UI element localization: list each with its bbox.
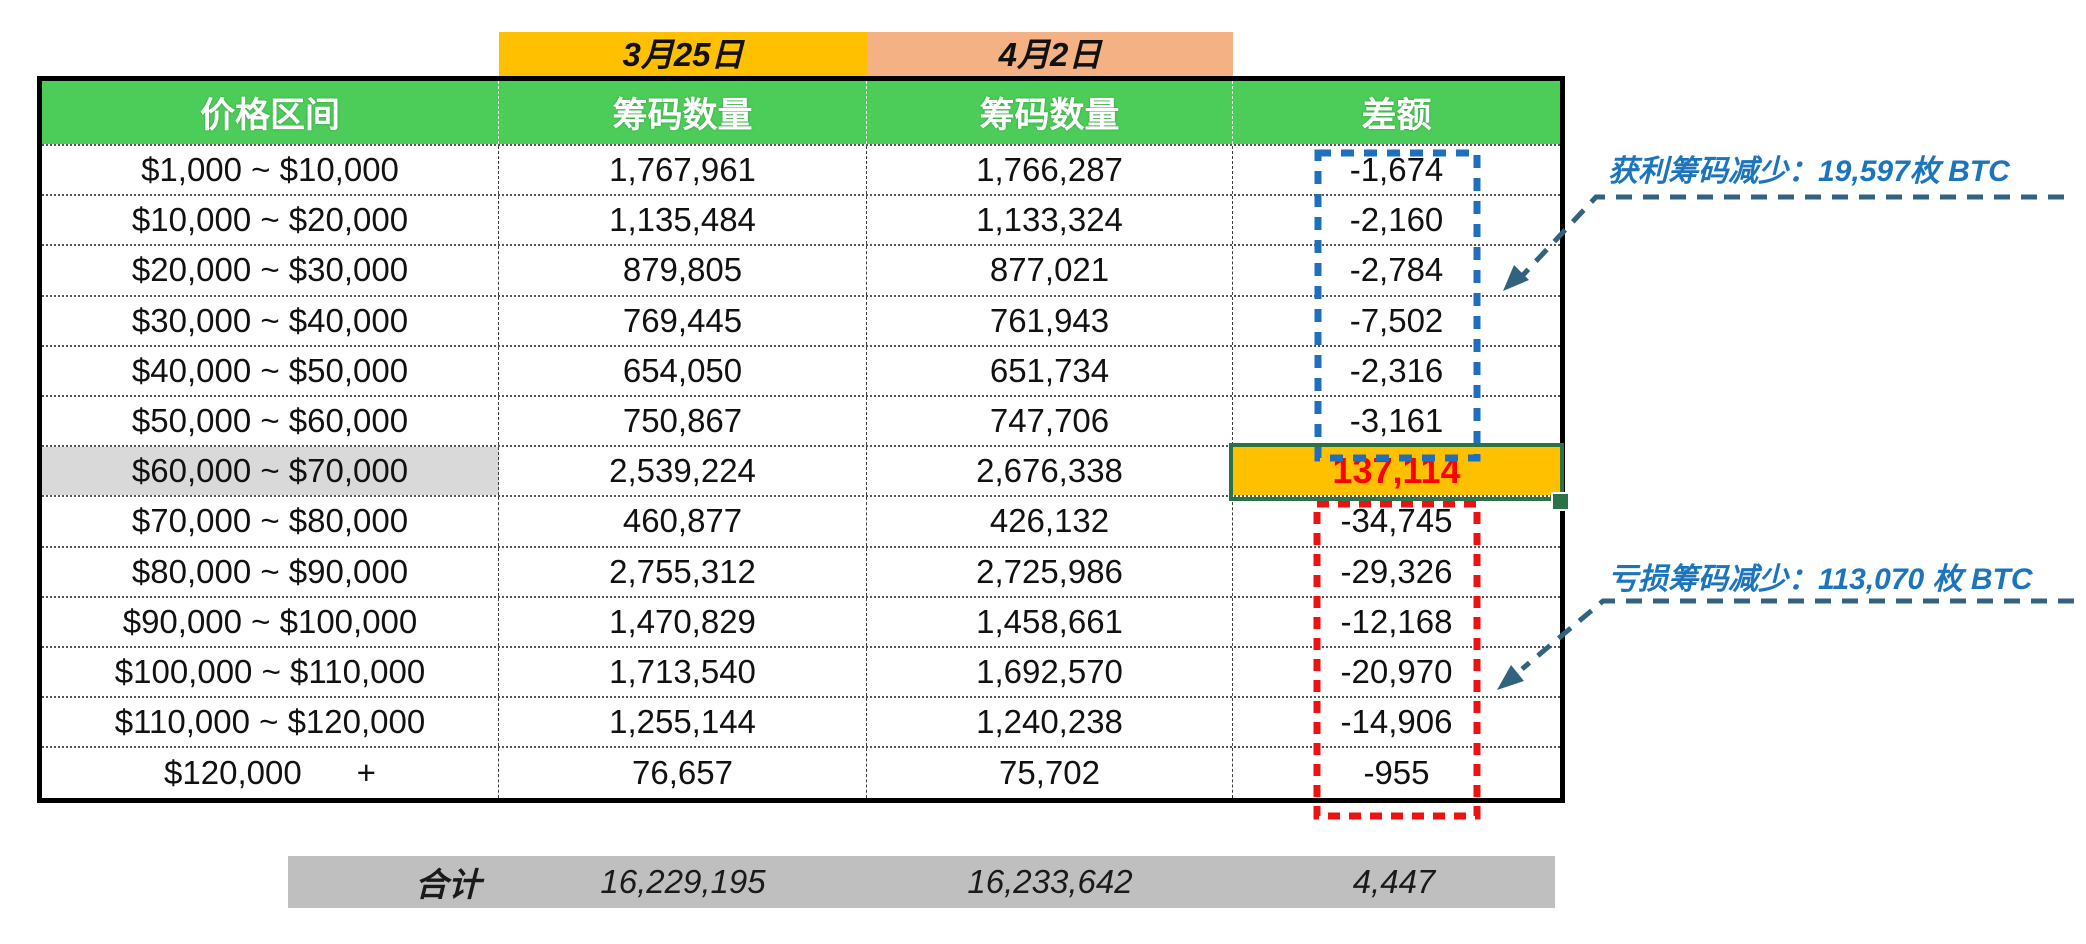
qty-apr2-cell[interactable]: 2,676,338 bbox=[867, 447, 1233, 496]
qty-apr2-cell[interactable]: 1,458,661 bbox=[867, 597, 1233, 646]
diff-cell[interactable]: -20,970 bbox=[1340, 652, 1453, 690]
diff-cell[interactable]: -7,502 bbox=[1349, 301, 1444, 339]
profit-annotation: 获利筹码减少：19,597枚 BTC bbox=[1608, 155, 2010, 188]
total-label[interactable]: 合计 bbox=[415, 866, 481, 903]
selection-fill-handle[interactable] bbox=[1551, 492, 1570, 511]
price-range-cell[interactable]: $110,000 ~ $120,000 bbox=[42, 698, 499, 747]
table-header-row: 价格区间 筹码数量 筹码数量 差额 bbox=[42, 81, 1560, 146]
diff-cell[interactable]: 137,114 bbox=[1233, 447, 1560, 496]
qty-mar25-cell[interactable]: 1,713,540 bbox=[499, 647, 867, 697]
table-row: $50,000 ~ $60,000 750,867 747,706 -3,161 bbox=[42, 396, 1560, 448]
price-range-cell[interactable]: $90,000 ~ $100,000 bbox=[42, 597, 499, 646]
qty-mar25-cell[interactable]: 1,470,829 bbox=[499, 597, 867, 646]
price-range-cell[interactable]: $60,000 ~ $70,000 bbox=[42, 447, 499, 496]
diff-cell[interactable]: -3,161 bbox=[1349, 402, 1444, 440]
qty-mar25-cell[interactable]: 1,135,484 bbox=[499, 196, 867, 245]
qty-mar25-cell[interactable]: 2,755,312 bbox=[499, 547, 867, 596]
qty-apr2-cell[interactable]: 2,725,986 bbox=[867, 547, 1233, 596]
table-row: $120,000 + 76,657 75,702 -955 bbox=[42, 748, 1560, 799]
table-row: $20,000 ~ $30,000 879,805 877,021 -2,784 bbox=[42, 246, 1560, 297]
qty-mar25-cell[interactable]: 460,877 bbox=[499, 497, 867, 546]
diff-cell[interactable]: -955 bbox=[1363, 754, 1430, 792]
col-header-diff[interactable]: 差额 bbox=[1233, 81, 1560, 144]
qty-apr2-cell[interactable]: 761,943 bbox=[867, 296, 1233, 345]
qty-apr2-cell[interactable]: 747,706 bbox=[867, 396, 1233, 446]
price-range-cell[interactable]: $70,000 ~ $80,000 bbox=[42, 497, 499, 546]
table-row: $30,000 ~ $40,000 769,445 761,943 -7,502 bbox=[42, 296, 1560, 347]
qty-apr2-cell[interactable]: 1,692,570 bbox=[867, 647, 1233, 697]
profit-annotation-connector bbox=[1521, 194, 2064, 277]
table-row: $80,000 ~ $90,000 2,755,312 2,725,986 -2… bbox=[42, 547, 1560, 598]
qty-apr2-cell[interactable]: 1,240,238 bbox=[867, 698, 1233, 747]
table-row: $1,000 ~ $10,000 1,767,961 1,766,287 -1,… bbox=[42, 146, 1560, 197]
qty-apr2-cell[interactable]: 426,132 bbox=[867, 497, 1233, 546]
qty-apr2-cell[interactable]: 877,021 bbox=[867, 246, 1233, 295]
qty-mar25-cell[interactable]: 1,767,961 bbox=[499, 146, 867, 195]
table-row: $60,000 ~ $70,000 2,539,224 2,676,338 13… bbox=[42, 447, 1560, 498]
diff-cell[interactable]: -29,326 bbox=[1340, 552, 1453, 590]
total-diff[interactable]: 4,447 bbox=[1352, 863, 1436, 900]
loss-annotation-connector bbox=[1520, 598, 2074, 671]
diff-cell[interactable]: -14,906 bbox=[1340, 703, 1453, 741]
date-band: 3月25日 4月2日 bbox=[499, 32, 1233, 78]
total-qty-mar25[interactable]: 16,229,195 bbox=[600, 863, 766, 900]
price-range-cell[interactable]: $10,000 ~ $20,000 bbox=[42, 196, 499, 245]
table-row: $40,000 ~ $50,000 654,050 651,734 -2,316 bbox=[42, 346, 1560, 397]
price-range-cell[interactable]: $20,000 ~ $30,000 bbox=[42, 246, 499, 295]
table-row: $90,000 ~ $100,000 1,470,829 1,458,661 -… bbox=[42, 597, 1560, 648]
price-range-cell[interactable]: $1,000 ~ $10,000 bbox=[42, 146, 499, 195]
qty-mar25-cell[interactable]: 769,445 bbox=[499, 296, 867, 345]
total-row: 合计 16,229,195 16,233,642 4,447 bbox=[288, 856, 1555, 908]
table-row: $10,000 ~ $20,000 1,135,484 1,133,324 -2… bbox=[42, 196, 1560, 247]
price-range-cell[interactable]: $80,000 ~ $90,000 bbox=[42, 547, 499, 596]
diff-cell[interactable]: -2,784 bbox=[1349, 251, 1444, 289]
price-range-cell[interactable]: $50,000 ~ $60,000 bbox=[42, 396, 499, 446]
qty-apr2-cell[interactable]: 1,766,287 bbox=[867, 146, 1233, 195]
qty-mar25-cell[interactable]: 654,050 bbox=[499, 346, 867, 395]
table-row: $110,000 ~ $120,000 1,255,144 1,240,238 … bbox=[42, 698, 1560, 749]
qty-mar25-cell[interactable]: 750,867 bbox=[499, 396, 867, 446]
table-row: $70,000 ~ $80,000 460,877 426,132 -34,74… bbox=[42, 497, 1560, 548]
qty-apr2-cell[interactable]: 75,702 bbox=[867, 748, 1233, 799]
qty-mar25-cell[interactable]: 76,657 bbox=[499, 748, 867, 799]
diff-cell[interactable]: -2,316 bbox=[1349, 351, 1444, 389]
qty-mar25-cell[interactable]: 2,539,224 bbox=[499, 447, 867, 496]
table-row: $100,000 ~ $110,000 1,713,540 1,692,570 … bbox=[42, 647, 1560, 699]
col-header-qty-apr2[interactable]: 筹码数量 bbox=[867, 81, 1233, 144]
col-header-qty-mar25[interactable]: 筹码数量 bbox=[499, 81, 867, 144]
qty-mar25-cell[interactable]: 1,255,144 bbox=[499, 698, 867, 747]
price-range-cell[interactable]: $100,000 ~ $110,000 bbox=[42, 647, 499, 697]
date-header-apr2[interactable]: 4月2日 bbox=[867, 32, 1233, 78]
diff-cell[interactable]: -12,168 bbox=[1340, 602, 1453, 640]
qty-apr2-cell[interactable]: 1,133,324 bbox=[867, 196, 1233, 245]
chip-distribution-table: 价格区间 筹码数量 筹码数量 差额 $1,000 ~ $10,000 1,767… bbox=[37, 76, 1565, 804]
price-range-cell[interactable]: $30,000 ~ $40,000 bbox=[42, 296, 499, 345]
col-header-price-range[interactable]: 价格区间 bbox=[42, 81, 499, 144]
qty-apr2-cell[interactable]: 651,734 bbox=[867, 346, 1233, 395]
total-qty-apr2[interactable]: 16,233,642 bbox=[967, 863, 1133, 900]
qty-mar25-cell[interactable]: 879,805 bbox=[499, 246, 867, 295]
diff-cell[interactable]: -1,674 bbox=[1349, 151, 1444, 189]
diff-cell[interactable]: -2,160 bbox=[1349, 201, 1444, 239]
date-header-mar25[interactable]: 3月25日 bbox=[499, 32, 867, 78]
table-body: $1,000 ~ $10,000 1,767,961 1,766,287 -1,… bbox=[42, 146, 1560, 799]
price-range-cell[interactable]: $120,000 + bbox=[42, 748, 499, 799]
diff-cell[interactable]: -34,745 bbox=[1340, 502, 1453, 540]
loss-annotation: 亏损筹码减少：113,070 枚 BTC bbox=[1608, 563, 2033, 596]
price-range-cell[interactable]: $40,000 ~ $50,000 bbox=[42, 346, 499, 395]
